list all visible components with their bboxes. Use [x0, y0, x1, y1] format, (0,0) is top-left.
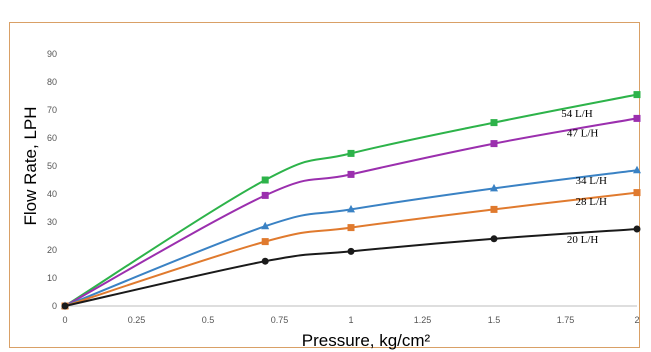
- data-point: [633, 189, 641, 197]
- data-point: [347, 247, 355, 255]
- data-point: [261, 238, 269, 246]
- chart-frame: [9, 22, 640, 348]
- axes: 0 10 20 30 40 50 60 70 80 90 0 0.25 0.5 0.75 1 1.25 1.5 1…: [47, 49, 640, 325]
- x-tick-label: 0: [62, 315, 67, 325]
- y-tick-label: 20: [47, 245, 57, 255]
- data-point: [633, 91, 641, 99]
- y-tick-label: 30: [47, 217, 57, 227]
- data-point: [261, 221, 270, 230]
- data-point: [490, 119, 498, 127]
- data-point: [490, 140, 498, 148]
- y-tick-label: 80: [47, 77, 57, 87]
- data-point: [261, 176, 269, 184]
- y-tick-label: 10: [47, 273, 57, 283]
- data-point: [490, 205, 498, 213]
- x-tick-label: 0.75: [271, 315, 289, 325]
- data-point: [61, 302, 69, 310]
- data-point: [490, 183, 498, 192]
- x-tick-label: 0.5: [202, 315, 215, 325]
- data-point: [633, 114, 641, 122]
- data-point: [347, 204, 355, 213]
- data-point: [347, 149, 355, 157]
- x-tick-label: 1.25: [414, 315, 432, 325]
- series-label-54-l-h: 54 L/H: [561, 108, 593, 120]
- y-tick-label: 90: [47, 49, 57, 59]
- data-point: [261, 257, 269, 265]
- y-tick-label: 50: [47, 161, 57, 171]
- x-tick-label: 1.5: [488, 315, 501, 325]
- labels-layer: 54 L/H 47 L/H 34 L/H 28 L/H 20 L/H: [561, 108, 607, 246]
- x-tick-label: 1: [348, 315, 353, 325]
- series-layer: [61, 91, 641, 310]
- y-axis-title: Flow Rate, LPH: [21, 106, 40, 225]
- data-point: [633, 165, 641, 174]
- data-point: [347, 224, 355, 232]
- data-point: [347, 170, 355, 178]
- series-label-20-l-h: 20 L/H: [567, 234, 599, 246]
- y-tick-label: 70: [47, 105, 57, 115]
- series-label-47-l-h: 47 L/H: [567, 128, 599, 140]
- y-tick-label: 0: [52, 301, 57, 311]
- series-line-20-l-h: [64, 228, 638, 307]
- series-line-54-l-h: [64, 93, 638, 307]
- data-point: [490, 235, 498, 243]
- series-label-28-l-h: 28 L/H: [575, 196, 607, 208]
- x-tick-label: 1.75: [557, 315, 575, 325]
- data-point: [261, 191, 269, 199]
- x-axis-title: Pressure, kg/cm²: [302, 331, 431, 350]
- series-label-34-l-h: 34 L/H: [575, 175, 607, 187]
- x-tick-label: 0.25: [128, 315, 146, 325]
- data-point: [633, 225, 641, 233]
- y-tick-label: 60: [47, 133, 57, 143]
- y-tick-label: 40: [47, 189, 57, 199]
- x-tick-label: 2: [634, 315, 639, 325]
